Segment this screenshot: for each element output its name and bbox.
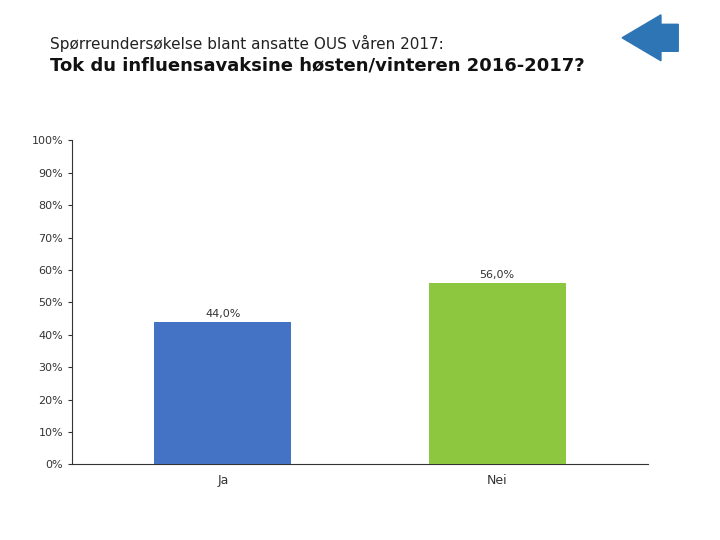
Text: 56,0%: 56,0% [480,271,515,280]
FancyArrow shape [622,15,678,60]
Text: Tok du influensavaksine høsten/vinteren 2016-2017?: Tok du influensavaksine høsten/vinteren … [50,57,585,75]
Bar [428,283,566,464]
Bar [154,322,292,464]
Text: Spørreundersøkelse blant ansatte OUS våren 2017:: Spørreundersøkelse blant ansatte OUS vår… [50,35,444,52]
Text: 44,0%: 44,0% [205,309,240,319]
